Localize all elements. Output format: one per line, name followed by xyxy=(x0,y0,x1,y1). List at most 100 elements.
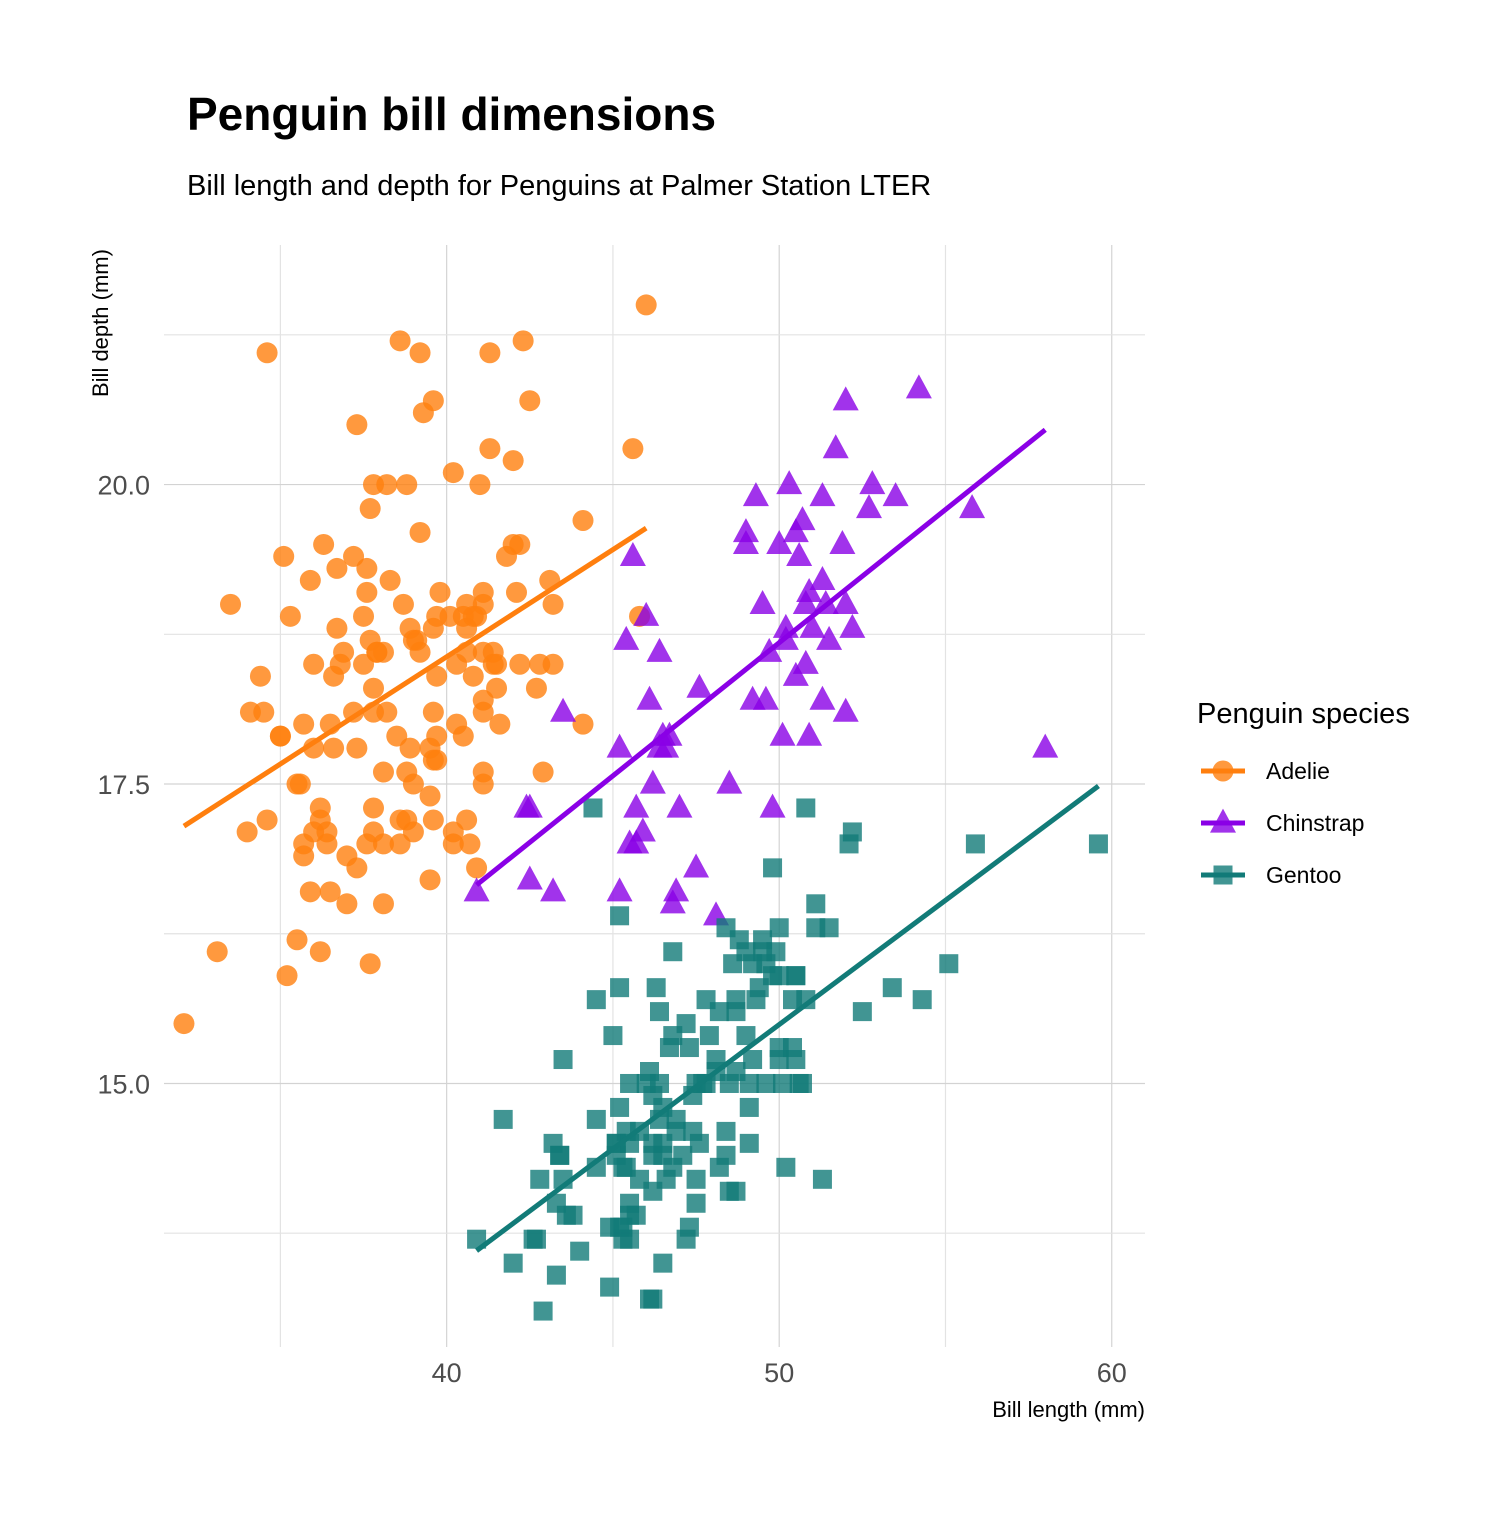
gentoo-trend-line xyxy=(475,784,1100,1253)
gentoo-point xyxy=(739,1097,759,1117)
legend-adelie-label: Adelie xyxy=(1266,758,1330,784)
chinstrap-point xyxy=(646,637,673,662)
chinstrap-point xyxy=(683,853,710,878)
adelie-point xyxy=(456,593,478,615)
adelie-point xyxy=(422,390,444,412)
adelie-point xyxy=(346,737,368,759)
adelie-point xyxy=(303,737,325,759)
gentoo-point xyxy=(603,1026,623,1046)
gentoo-point xyxy=(643,1289,663,1309)
adelie-point xyxy=(346,414,368,436)
legend-chinstrap-marker xyxy=(1210,808,1236,833)
gentoo-point xyxy=(716,1121,736,1141)
adelie-point xyxy=(422,809,444,831)
chinstrap-point xyxy=(623,829,650,854)
adelie-point xyxy=(220,593,242,615)
adelie-point xyxy=(289,773,311,795)
adelie-point xyxy=(409,342,431,364)
x-axis-ticks: 40 50 60 xyxy=(432,1358,1127,1388)
gentoo-point xyxy=(729,930,749,950)
gentoo-point xyxy=(739,1133,759,1153)
gentoo-point xyxy=(806,894,826,914)
adelie-point xyxy=(472,773,494,795)
chart-title: Penguin bill dimensions xyxy=(187,88,716,140)
gentoo-point xyxy=(769,918,789,938)
gentoo-point xyxy=(912,990,932,1010)
chinstrap-point xyxy=(752,685,779,710)
adelie-point xyxy=(336,893,358,915)
gentoo-point xyxy=(756,1073,776,1093)
chinstrap-point xyxy=(776,470,803,495)
chinstrap-point xyxy=(639,769,666,794)
x-tick-label: 40 xyxy=(432,1358,462,1388)
adelie-point xyxy=(206,941,228,963)
adelie-point xyxy=(622,438,644,460)
gentoo-point xyxy=(1088,834,1108,854)
adelie-point xyxy=(459,833,481,855)
chinstrap-point xyxy=(792,649,819,674)
adelie-point xyxy=(386,725,408,747)
adelie-point xyxy=(402,821,424,843)
adelie-point xyxy=(359,498,381,520)
chinstrap-point xyxy=(769,721,796,746)
x-axis-title: Bill length (mm) xyxy=(992,1397,1145,1422)
gentoo-point xyxy=(467,1229,487,1249)
y-axis-title: Bill depth (mm) xyxy=(88,249,113,397)
gentoo-point xyxy=(610,906,630,926)
gentoo-point xyxy=(719,1181,739,1201)
gentoo-point xyxy=(743,954,763,974)
adelie-point xyxy=(426,605,448,627)
gentoo-point xyxy=(882,978,902,998)
chinstrap-point xyxy=(859,470,886,495)
chinstrap-point xyxy=(809,685,836,710)
adelie-point xyxy=(309,941,331,963)
adelie-trend-line xyxy=(182,526,648,829)
gentoo-point xyxy=(763,858,783,878)
gridlines xyxy=(164,245,1145,1347)
chinstrap-point xyxy=(759,793,786,818)
adelie-point xyxy=(326,617,348,639)
trend-lines xyxy=(182,427,1100,1253)
gentoo-point xyxy=(666,1109,686,1129)
chinstrap-point xyxy=(832,697,859,722)
gentoo-point xyxy=(610,1097,630,1117)
adelie-point xyxy=(372,761,394,783)
adelie-point xyxy=(409,521,431,543)
chinstrap-point xyxy=(550,697,577,722)
adelie-point xyxy=(502,450,524,472)
chinstrap-point xyxy=(686,673,713,698)
gentoo-point xyxy=(679,1038,699,1058)
adelie-point xyxy=(323,665,345,687)
chinstrap-point xyxy=(905,374,932,399)
adelie-point xyxy=(509,653,531,675)
adelie-point xyxy=(446,653,468,675)
chinstrap-point xyxy=(809,565,836,590)
chinstrap-point xyxy=(809,482,836,507)
gentoo-point xyxy=(786,966,806,986)
adelie-point xyxy=(173,1013,195,1035)
gentoo-point xyxy=(553,1050,573,1070)
gentoo-point xyxy=(530,1169,550,1189)
gentoo-point xyxy=(812,1169,832,1189)
adelie-point xyxy=(293,713,315,735)
adelie-point xyxy=(452,725,474,747)
adelie-point xyxy=(372,893,394,915)
adelie-point xyxy=(372,833,394,855)
y-tick-label: 17.5 xyxy=(97,770,150,800)
legend-adelie-marker xyxy=(1212,760,1234,782)
chinstrap-point xyxy=(613,625,640,650)
adelie-point xyxy=(299,569,321,591)
chinstrap-point xyxy=(796,721,823,746)
chinstrap-point xyxy=(636,685,663,710)
y-tick-label: 20.0 xyxy=(97,471,150,501)
chinstrap-point xyxy=(839,613,866,638)
adelie-point xyxy=(542,653,564,675)
gentoo-point xyxy=(620,1073,640,1093)
chinstrap-point xyxy=(742,482,769,507)
gentoo-point xyxy=(673,1145,693,1165)
gentoo-point xyxy=(643,1181,663,1201)
adelie-point xyxy=(363,677,385,699)
adelie-point xyxy=(532,761,554,783)
